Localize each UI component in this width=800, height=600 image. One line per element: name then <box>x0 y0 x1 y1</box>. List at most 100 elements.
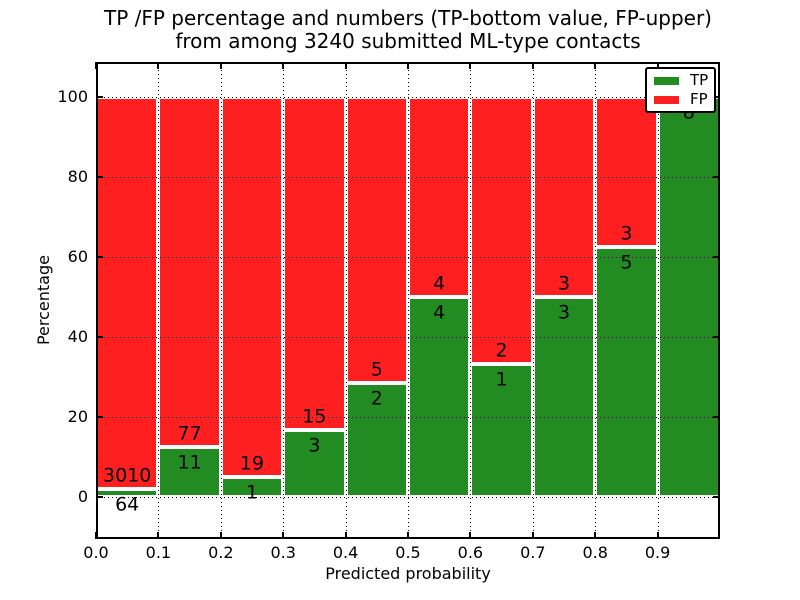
y-tick-mark-left <box>96 256 103 258</box>
v-gridline <box>220 62 222 539</box>
x-tick-mark-top <box>594 62 597 69</box>
x-tick-mark-bottom <box>219 532 222 539</box>
tp-bar-segment <box>158 447 221 497</box>
x-tick-label: 0.0 <box>83 543 109 562</box>
bars-layer <box>96 62 720 539</box>
y-tick-label: 40 <box>67 327 88 346</box>
y-tick-label: 100 <box>57 87 88 106</box>
legend-label-fp: FP <box>690 90 708 108</box>
fp-count-label: 19 <box>239 452 265 475</box>
tp-bar-segment <box>657 97 720 497</box>
fp-bar-segment <box>408 97 471 297</box>
x-tick-mark-top <box>344 62 347 69</box>
y-tick-label: 80 <box>67 167 88 186</box>
fp-bar-segment <box>220 97 284 477</box>
tp-swatch-icon <box>654 76 679 85</box>
x-tick-mark-top <box>469 62 472 69</box>
x-tick-mark-top <box>656 62 659 69</box>
v-gridline <box>158 62 160 539</box>
x-tick-label: 0.1 <box>145 543 172 562</box>
x-tick-label: 0.3 <box>270 543 296 562</box>
fp-bar-segment <box>470 97 533 364</box>
x-tick-mark-bottom <box>407 532 409 539</box>
v-gridline <box>408 62 409 539</box>
x-tick-label: 0.8 <box>582 543 608 562</box>
tp-count-label: 5 <box>620 251 633 274</box>
fp-count-label: 77 <box>177 422 202 445</box>
x-tick-label: 0.2 <box>208 543 234 562</box>
x-tick-mark-bottom <box>656 532 659 539</box>
y-tick-label: 60 <box>67 247 88 266</box>
x-tick-mark-bottom <box>531 532 534 539</box>
tp-count-label: 1 <box>495 368 508 391</box>
fp-swatch-icon <box>654 95 679 104</box>
x-tick-mark-bottom <box>157 532 160 539</box>
y-tick-mark-left <box>96 96 103 98</box>
y-tick-mark-right <box>713 416 720 418</box>
y-tick-mark-right <box>713 256 720 258</box>
gridlines-layer <box>96 62 720 539</box>
fp-count-label: 3010 <box>103 464 152 487</box>
fp-bar-segment <box>158 97 221 447</box>
tp-count-label: 2 <box>370 387 383 410</box>
tp-bar-segment <box>532 297 596 497</box>
tp-count-label: 3 <box>557 301 571 324</box>
x-tick-label: 0.6 <box>457 543 484 562</box>
x-tick-label: 0.9 <box>644 543 671 562</box>
y-tick-mark-right <box>713 336 720 338</box>
x-tick-mark-bottom <box>594 532 597 539</box>
fp-count-label: 5 <box>370 358 383 381</box>
legend-label-tp: TP <box>690 71 709 89</box>
tp-count-label: 4 <box>433 301 446 324</box>
y-tick-label: 0 <box>77 487 88 506</box>
x-tick-mark-bottom <box>344 532 347 539</box>
fp-bar-segment <box>595 97 658 247</box>
y-tick-mark-right <box>713 496 720 498</box>
x-axis-label: Predicted probability <box>325 564 491 583</box>
tp-count-label: 64 <box>115 493 140 516</box>
tp-bar-segment <box>283 430 346 497</box>
tp-count-label: 1 <box>245 481 259 504</box>
legend-entry-fp: FP <box>654 92 714 107</box>
chart-title-line2: from among 3240 submitted ML-type contac… <box>175 29 641 53</box>
chart-title: TP /FP percentage and numbers (TP-bottom… <box>96 7 720 53</box>
y-tick-mark-left <box>96 416 103 418</box>
fp-bar-segment <box>283 97 346 431</box>
x-tick-mark-top <box>531 62 534 69</box>
y-tick-mark-right <box>713 96 720 98</box>
x-tick-mark-top <box>157 62 160 69</box>
tp-bar-segment <box>220 477 284 497</box>
y-tick-mark-left <box>96 176 103 178</box>
fp-count-label: 3 <box>620 222 633 245</box>
tp-bar-segment <box>345 382 408 497</box>
x-tick-mark-top <box>407 62 409 69</box>
x-tick-label: 0.5 <box>395 543 421 562</box>
tp-bar-segment <box>470 363 533 497</box>
x-tick-mark-top <box>282 62 285 69</box>
v-gridline <box>657 62 659 539</box>
annotations-layer: 3010647711191153524421333508 <box>96 62 720 539</box>
tp-bar-segment <box>595 247 658 497</box>
y-tick-label: 20 <box>67 407 88 426</box>
y-tick-mark-left <box>96 336 103 338</box>
tp-count-label: 3 <box>308 434 321 457</box>
x-tick-mark-bottom <box>469 532 472 539</box>
fp-count-label: 15 <box>302 405 327 428</box>
fp-count-label: 2 <box>495 339 508 362</box>
fp-count-label: 4 <box>433 272 446 295</box>
fp-bar-segment <box>345 97 408 383</box>
x-tick-mark-bottom <box>282 532 285 539</box>
fp-bar-segment <box>532 97 596 297</box>
plot-area: 3010647711191153524421333508 <box>95 62 720 539</box>
x-tick-label: 0.4 <box>332 543 359 562</box>
v-gridline <box>532 62 534 539</box>
tp-bar-segment <box>408 297 471 497</box>
v-gridline <box>470 62 472 539</box>
x-tick-mark-top <box>219 62 222 69</box>
legend-entry-tp: TP <box>654 73 714 88</box>
y-tick-mark-right <box>713 176 720 178</box>
legend: TP FP <box>645 67 716 113</box>
y-axis-label: Percentage <box>34 255 53 346</box>
y-tick-mark-left <box>96 496 103 498</box>
